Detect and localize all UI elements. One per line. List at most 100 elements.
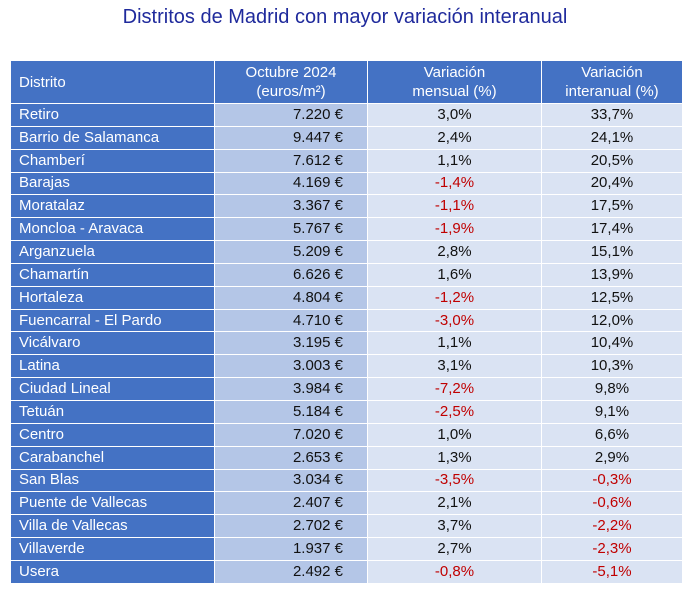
annual-variation-cell: 17,4% bbox=[541, 217, 683, 242]
district-cell: Puente de Vallecas bbox=[10, 491, 215, 516]
table-row: San Blas 3.034 € -3,5% -0,3% bbox=[10, 468, 683, 493]
monthly-variation-cell: 2,4% bbox=[367, 125, 542, 150]
table-row: Latina 3.003 €3,1% 10,3% bbox=[10, 354, 683, 379]
column-header-price: Octubre 2024 (euros/m²) bbox=[214, 60, 368, 104]
table-header-row: Distrito Octubre 2024 (euros/m²) Variaci… bbox=[10, 60, 683, 104]
column-header-district-label: Distrito bbox=[19, 73, 66, 91]
monthly-variation-cell: -3,5% bbox=[367, 468, 542, 493]
annual-variation-cell: 9,1% bbox=[541, 399, 683, 424]
price-cell: 1.937 € bbox=[214, 537, 368, 561]
column-header-monthly-line1: Variación bbox=[423, 64, 486, 81]
monthly-variation-cell: -1,2% bbox=[367, 285, 542, 310]
annual-variation-cell: 17,5% bbox=[541, 194, 683, 219]
price-cell: 3.195 € bbox=[214, 331, 368, 356]
table-row: Chamartín 6.626 €1,6% 13,9% bbox=[10, 262, 683, 287]
price-cell: 3.034 € bbox=[214, 468, 368, 493]
table-row: Chamberí 7.612 €1,1% 20,5% bbox=[10, 148, 683, 173]
price-cell: 2.653 € bbox=[214, 445, 368, 470]
annual-variation-cell: 10,4% bbox=[541, 331, 683, 356]
monthly-variation-cell: 2,8% bbox=[367, 240, 542, 264]
column-header-annual-line1: Variación bbox=[581, 64, 643, 81]
monthly-variation-cell: 3,1% bbox=[367, 354, 542, 379]
monthly-variation-cell: -7,2% bbox=[367, 377, 542, 401]
annual-variation-cell: 12,0% bbox=[541, 308, 683, 333]
monthly-variation-cell: -2,5% bbox=[367, 399, 542, 424]
table-row: Moncloa - Aravaca 5.767 € -1,9% 17,4% bbox=[10, 217, 683, 242]
column-header-monthly-line2: mensual (%) bbox=[412, 83, 497, 100]
annual-variation-cell: -0,6% bbox=[541, 491, 683, 516]
monthly-variation-cell: -1,4% bbox=[367, 171, 542, 196]
price-cell: 9.447 € bbox=[214, 125, 368, 150]
table-row: Puente de Vallecas 2.407 €2,1% -0,6% bbox=[10, 491, 683, 516]
monthly-variation-cell: 1,3% bbox=[367, 445, 542, 470]
price-cell: 2.702 € bbox=[214, 514, 368, 539]
district-cell: Moncloa - Aravaca bbox=[10, 217, 215, 242]
annual-variation-cell: 24,1% bbox=[541, 125, 683, 150]
monthly-variation-cell: -0,8% bbox=[367, 559, 542, 584]
district-cell: Chamberí bbox=[10, 148, 215, 173]
price-cell: 7.612 € bbox=[214, 148, 368, 173]
district-cell: Vicálvaro bbox=[10, 331, 215, 356]
district-cell: Villa de Vallecas bbox=[10, 514, 215, 539]
column-header-district: Distrito bbox=[10, 60, 215, 104]
district-cell: Villaverde bbox=[10, 537, 215, 561]
price-cell: 7.020 € bbox=[214, 422, 368, 447]
district-cell: Retiro bbox=[10, 103, 215, 127]
annual-variation-cell: -2,2% bbox=[541, 514, 683, 539]
table-row: Barajas 4.169 € -1,4% 20,4% bbox=[10, 171, 683, 196]
price-cell: 5.209 € bbox=[214, 240, 368, 264]
price-cell: 3.367 € bbox=[214, 194, 368, 219]
price-cell: 5.184 € bbox=[214, 399, 368, 424]
monthly-variation-cell: -1,9% bbox=[367, 217, 542, 242]
district-cell: Latina bbox=[10, 354, 215, 379]
monthly-variation-cell: 1,6% bbox=[367, 262, 542, 287]
monthly-variation-cell: 1,0% bbox=[367, 422, 542, 447]
table-row: Arganzuela 5.209 €2,8% 15,1% bbox=[10, 240, 683, 264]
table-row: Retiro 7.220 €3,0% 33,7% bbox=[10, 103, 683, 127]
table-row: Villaverde 1.937 €2,7% -2,3% bbox=[10, 537, 683, 561]
districts-table: Distrito Octubre 2024 (euros/m²) Variaci… bbox=[10, 60, 683, 584]
column-header-price-line2: (euros/m²) bbox=[256, 83, 326, 100]
annual-variation-cell: 10,3% bbox=[541, 354, 683, 379]
table-row: Vicálvaro 3.195 €1,1% 10,4% bbox=[10, 331, 683, 356]
district-cell: Usera bbox=[10, 559, 215, 584]
annual-variation-cell: 15,1% bbox=[541, 240, 683, 264]
annual-variation-cell: 13,9% bbox=[541, 262, 683, 287]
district-cell: Arganzuela bbox=[10, 240, 215, 264]
monthly-variation-cell: 3,7% bbox=[367, 514, 542, 539]
table-row: Usera 2.492 € -0,8% -5,1% bbox=[10, 559, 683, 584]
table-row: Moratalaz 3.367 € -1,1% 17,5% bbox=[10, 194, 683, 219]
district-cell: Ciudad Lineal bbox=[10, 377, 215, 401]
price-cell: 3.984 € bbox=[214, 377, 368, 401]
annual-variation-cell: 12,5% bbox=[541, 285, 683, 310]
table-row: Centro 7.020 €1,0% 6,6% bbox=[10, 422, 683, 447]
price-cell: 7.220 € bbox=[214, 103, 368, 127]
annual-variation-cell: 9,8% bbox=[541, 377, 683, 401]
price-cell: 6.626 € bbox=[214, 262, 368, 287]
annual-variation-cell: -5,1% bbox=[541, 559, 683, 584]
annual-variation-cell: -0,3% bbox=[541, 468, 683, 493]
table-row: Tetuán 5.184 € -2,5% 9,1% bbox=[10, 399, 683, 424]
district-cell: Hortaleza bbox=[10, 285, 215, 310]
monthly-variation-cell: 2,7% bbox=[367, 537, 542, 561]
district-cell: Barrio de Salamanca bbox=[10, 125, 215, 150]
district-cell: Moratalaz bbox=[10, 194, 215, 219]
page-title: Distritos de Madrid con mayor variación … bbox=[122, 6, 568, 28]
table-row: Villa de Vallecas 2.702 €3,7% -2,2% bbox=[10, 514, 683, 539]
district-cell: Chamartín bbox=[10, 262, 215, 287]
column-header-price-line1: Octubre 2024 bbox=[245, 64, 337, 81]
price-cell: 5.767 € bbox=[214, 217, 368, 242]
monthly-variation-cell: 2,1% bbox=[367, 491, 542, 516]
price-cell: 3.003 € bbox=[214, 354, 368, 379]
price-cell: 2.492 € bbox=[214, 559, 368, 584]
column-header-annual-line2: interanual (%) bbox=[565, 83, 659, 100]
annual-variation-cell: 2,9% bbox=[541, 445, 683, 470]
price-cell: 4.710 € bbox=[214, 308, 368, 333]
annual-variation-cell: 20,4% bbox=[541, 171, 683, 196]
table-row: Barrio de Salamanca 9.447 €2,4% 24,1% bbox=[10, 125, 683, 150]
district-cell: Barajas bbox=[10, 171, 215, 196]
district-cell: Centro bbox=[10, 422, 215, 447]
column-header-annual: Variación interanual (%) bbox=[541, 60, 683, 104]
table-row: Ciudad Lineal 3.984 € -7,2% 9,8% bbox=[10, 377, 683, 401]
monthly-variation-cell: -1,1% bbox=[367, 194, 542, 219]
